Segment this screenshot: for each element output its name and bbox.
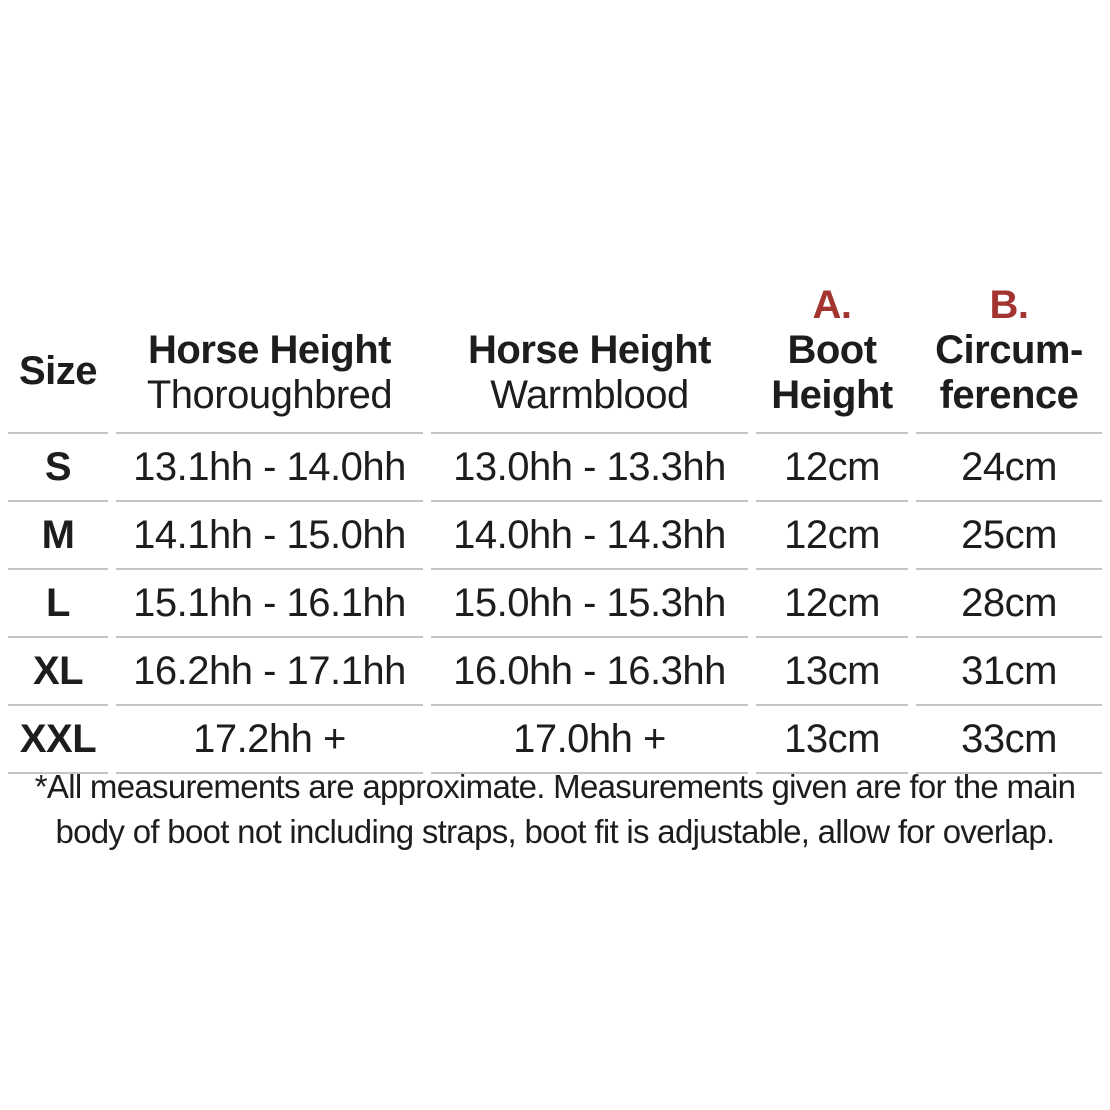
cell-warmblood-range: 16.0hh - 16.3hh xyxy=(431,638,748,706)
marker-a: A. xyxy=(812,283,853,327)
column-header-warmblood: Horse Height Warmblood xyxy=(431,250,748,434)
cell-warmblood-range: 14.0hh - 14.3hh xyxy=(431,502,748,570)
column-header-warmblood-subtitle: Warmblood xyxy=(490,373,689,417)
column-header-size: Size xyxy=(8,250,108,434)
size-chart-table: Size Horse Height Thoroughbred Horse Hei… xyxy=(0,250,1110,774)
cell-boot-height: 12cm xyxy=(756,570,908,638)
table-row: M 14.1hh - 15.0hh 14.0hh - 14.3hh 12cm 2… xyxy=(8,502,1102,570)
cell-circumference: 31cm xyxy=(916,638,1102,706)
cell-boot-height: 13cm xyxy=(756,706,908,774)
cell-circumference: 25cm xyxy=(916,502,1102,570)
cell-thoroughbred-range: 16.2hh - 17.1hh xyxy=(116,638,423,706)
cell-thoroughbred-range: 17.2hh + xyxy=(116,706,423,774)
cell-thoroughbred-range: 13.1hh - 14.0hh xyxy=(116,434,423,502)
column-header-boot-line1: Boot xyxy=(787,328,877,372)
cell-circumference: 33cm xyxy=(916,706,1102,774)
cell-size: XL xyxy=(8,638,108,706)
cell-circumference: 28cm xyxy=(916,570,1102,638)
column-header-warmblood-title: Horse Height xyxy=(468,328,711,372)
table-row: XXL 17.2hh + 17.0hh + 13cm 33cm xyxy=(8,706,1102,774)
column-header-circumference-line1: Circum- xyxy=(935,328,1083,372)
table-row: XL 16.2hh - 17.1hh 16.0hh - 16.3hh 13cm … xyxy=(8,638,1102,706)
cell-warmblood-range: 15.0hh - 15.3hh xyxy=(431,570,748,638)
cell-boot-height: 12cm xyxy=(756,434,908,502)
cell-warmblood-range: 17.0hh + xyxy=(431,706,748,774)
cell-circumference: 24cm xyxy=(916,434,1102,502)
table-row: S 13.1hh - 14.0hh 13.0hh - 13.3hh 12cm 2… xyxy=(8,434,1102,502)
cell-size: L xyxy=(8,570,108,638)
header-row: Size Horse Height Thoroughbred Horse Hei… xyxy=(8,250,1102,434)
cell-size: M xyxy=(8,502,108,570)
table-row: L 15.1hh - 16.1hh 15.0hh - 15.3hh 12cm 2… xyxy=(8,570,1102,638)
column-header-thoroughbred-subtitle: Thoroughbred xyxy=(146,373,393,417)
cell-size: S xyxy=(8,434,108,502)
footnote-line-1: *All measurements are approximate. Measu… xyxy=(34,768,1076,805)
column-header-boot-height: A. Boot Height xyxy=(756,250,908,434)
cell-thoroughbred-range: 14.1hh - 15.0hh xyxy=(116,502,423,570)
cell-thoroughbred-range: 15.1hh - 16.1hh xyxy=(116,570,423,638)
cell-boot-height: 12cm xyxy=(756,502,908,570)
footnote-line-2: body of boot not including straps, boot … xyxy=(55,813,1055,850)
column-header-circumference: B. Circum- ference xyxy=(916,250,1102,434)
footnote: *All measurements are approximate. Measu… xyxy=(0,764,1110,854)
cell-warmblood-range: 13.0hh - 13.3hh xyxy=(431,434,748,502)
cell-size: XXL xyxy=(8,706,108,774)
column-header-boot-line2: Height xyxy=(771,373,893,417)
column-header-size-label: Size xyxy=(18,349,98,393)
cell-boot-height: 13cm xyxy=(756,638,908,706)
marker-b: B. xyxy=(989,283,1030,327)
column-header-circumference-line2: ference xyxy=(939,373,1079,417)
column-header-thoroughbred-title: Horse Height xyxy=(148,328,391,372)
column-header-thoroughbred: Horse Height Thoroughbred xyxy=(116,250,423,434)
